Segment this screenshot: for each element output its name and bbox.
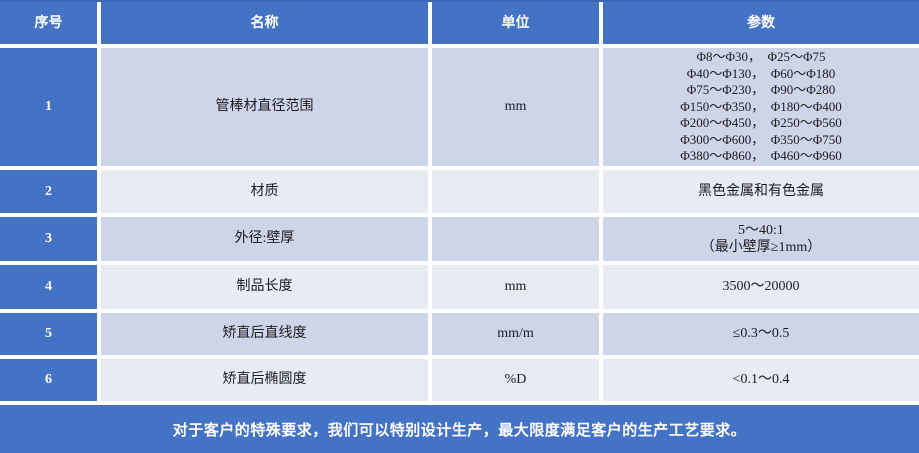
row-1-no: 1 <box>0 48 97 166</box>
row-2-unit <box>432 170 599 213</box>
header-params: 参数 <box>603 2 919 44</box>
row-5-unit: mm/m <box>432 313 599 355</box>
row-2-no: 2 <box>0 170 97 213</box>
row-3-no: 3 <box>0 217 97 261</box>
row-1-params: Φ8～Φ30， Φ25～Φ75 Φ40～Φ130， Φ60～Φ180 Φ75～Φ… <box>603 48 919 166</box>
header-unit: 单位 <box>432 2 599 44</box>
row-6-unit: %D <box>432 359 599 401</box>
row-6-params: <0.1～0.4 <box>603 359 919 401</box>
row-2-params: 黑色金属和有色金属 <box>603 170 919 213</box>
row-3-params: 5～40:1 （最小壁厚≥1mm） <box>603 217 919 261</box>
row-2-name: 材质 <box>101 170 428 213</box>
row-4-unit: mm <box>432 265 599 309</box>
row-3-unit <box>432 217 599 261</box>
header-name: 名称 <box>101 2 428 44</box>
header-no: 序号 <box>0 2 97 44</box>
row-6-no: 6 <box>0 359 97 401</box>
row-4-no: 4 <box>0 265 97 309</box>
row-6-name: 矫直后椭圆度 <box>101 359 428 401</box>
spec-table: 序号 名称 单位 参数 1 管棒材直径范围 mm Φ8～Φ30， Φ25～Φ75… <box>0 2 919 401</box>
footer-note-banner: 对于客户的特殊要求，我们可以特别设计生产，最大限度满足客户的生产工艺要求。 <box>0 405 919 453</box>
footer-note-text: 对于客户的特殊要求，我们可以特别设计生产，最大限度满足客户的生产工艺要求。 <box>172 421 747 439</box>
row-1-name: 管棒材直径范围 <box>101 48 428 166</box>
row-5-no: 5 <box>0 313 97 355</box>
row-4-name: 制品长度 <box>101 265 428 309</box>
row-1-unit: mm <box>432 48 599 166</box>
row-4-params: 3500～20000 <box>603 265 919 309</box>
row-5-params: ≤0.3～0.5 <box>603 313 919 355</box>
row-5-name: 矫直后直线度 <box>101 313 428 355</box>
row-3-name: 外径:壁厚 <box>101 217 428 261</box>
